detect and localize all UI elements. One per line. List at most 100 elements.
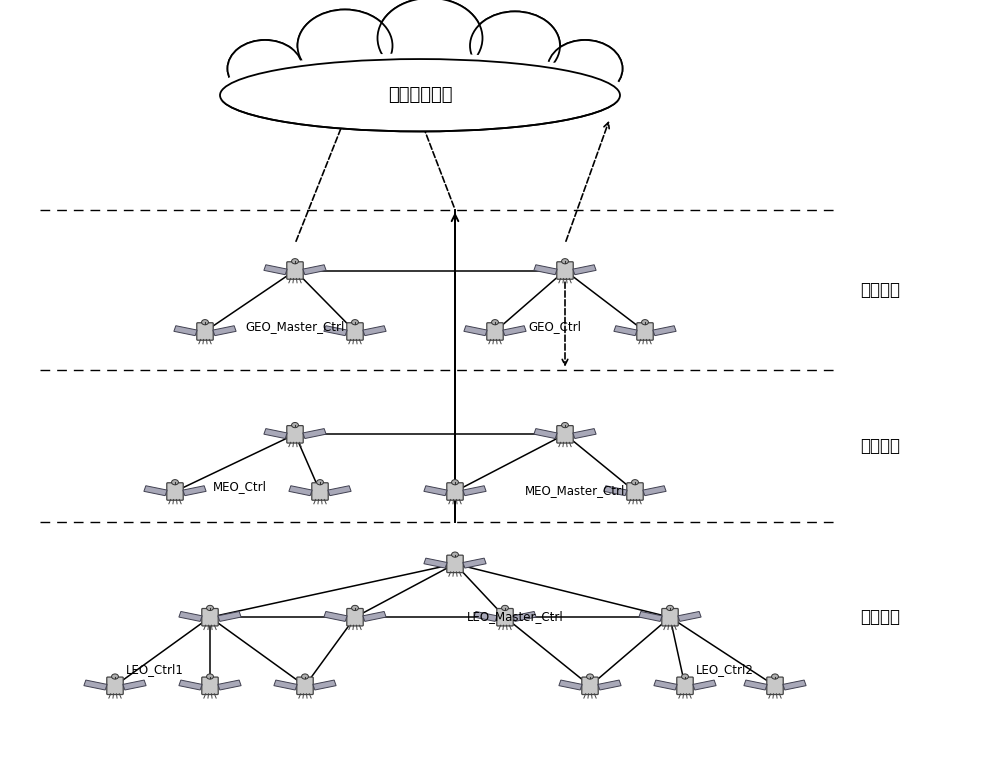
- Circle shape: [667, 605, 673, 610]
- Circle shape: [292, 422, 298, 427]
- FancyBboxPatch shape: [424, 485, 447, 496]
- Circle shape: [562, 258, 568, 264]
- FancyBboxPatch shape: [202, 609, 218, 626]
- Text: GEO_Ctrl: GEO_Ctrl: [528, 320, 581, 333]
- FancyBboxPatch shape: [678, 611, 701, 622]
- Ellipse shape: [470, 11, 560, 80]
- Circle shape: [207, 605, 213, 610]
- Text: LEO_Ctrl2: LEO_Ctrl2: [696, 663, 754, 676]
- Text: LEO_Ctrl1: LEO_Ctrl1: [126, 663, 184, 676]
- Circle shape: [562, 422, 568, 427]
- FancyBboxPatch shape: [447, 555, 463, 572]
- Ellipse shape: [378, 0, 482, 78]
- FancyBboxPatch shape: [363, 611, 386, 622]
- FancyBboxPatch shape: [604, 485, 627, 496]
- Circle shape: [292, 258, 298, 264]
- FancyBboxPatch shape: [144, 485, 167, 496]
- FancyBboxPatch shape: [463, 485, 486, 496]
- FancyBboxPatch shape: [324, 611, 347, 622]
- Text: GEO_Master_Ctrl: GEO_Master_Ctrl: [245, 320, 345, 333]
- FancyBboxPatch shape: [573, 264, 596, 275]
- Ellipse shape: [228, 40, 302, 98]
- FancyBboxPatch shape: [179, 611, 202, 622]
- Ellipse shape: [470, 11, 560, 80]
- FancyBboxPatch shape: [654, 680, 677, 690]
- Circle shape: [492, 319, 498, 325]
- Circle shape: [317, 479, 323, 485]
- Text: 低轨卫星: 低轨卫星: [860, 608, 900, 626]
- FancyBboxPatch shape: [218, 680, 241, 690]
- FancyBboxPatch shape: [598, 680, 621, 690]
- FancyBboxPatch shape: [218, 611, 241, 622]
- Text: MEO_Ctrl: MEO_Ctrl: [213, 480, 267, 493]
- FancyBboxPatch shape: [693, 680, 716, 690]
- FancyBboxPatch shape: [463, 558, 486, 568]
- Circle shape: [587, 674, 593, 679]
- FancyBboxPatch shape: [557, 262, 573, 279]
- Ellipse shape: [378, 0, 482, 78]
- FancyBboxPatch shape: [559, 680, 582, 690]
- Circle shape: [642, 319, 648, 325]
- Text: 高轨卫星: 高轨卫星: [860, 280, 900, 299]
- Ellipse shape: [230, 40, 610, 105]
- FancyBboxPatch shape: [289, 485, 312, 496]
- FancyBboxPatch shape: [557, 426, 573, 443]
- FancyBboxPatch shape: [174, 325, 197, 336]
- FancyBboxPatch shape: [573, 428, 596, 439]
- Circle shape: [632, 479, 638, 485]
- FancyBboxPatch shape: [513, 611, 536, 622]
- Circle shape: [352, 319, 358, 325]
- Ellipse shape: [220, 59, 620, 132]
- FancyBboxPatch shape: [202, 677, 218, 694]
- Circle shape: [302, 674, 308, 679]
- FancyBboxPatch shape: [767, 677, 783, 694]
- Text: LEO_Master_Ctrl: LEO_Master_Ctrl: [467, 610, 563, 623]
- FancyBboxPatch shape: [303, 264, 326, 275]
- Circle shape: [352, 605, 358, 610]
- FancyBboxPatch shape: [297, 677, 313, 694]
- Ellipse shape: [548, 40, 622, 98]
- FancyBboxPatch shape: [662, 609, 678, 626]
- FancyBboxPatch shape: [464, 325, 487, 336]
- FancyBboxPatch shape: [197, 323, 213, 340]
- FancyBboxPatch shape: [123, 680, 146, 690]
- FancyBboxPatch shape: [312, 483, 328, 500]
- FancyBboxPatch shape: [287, 426, 303, 443]
- Ellipse shape: [228, 40, 302, 98]
- Ellipse shape: [298, 10, 392, 82]
- FancyBboxPatch shape: [424, 558, 447, 568]
- Circle shape: [112, 674, 118, 679]
- FancyBboxPatch shape: [179, 680, 202, 690]
- FancyBboxPatch shape: [324, 325, 347, 336]
- Ellipse shape: [548, 40, 622, 98]
- FancyBboxPatch shape: [503, 325, 526, 336]
- FancyBboxPatch shape: [274, 680, 297, 690]
- FancyBboxPatch shape: [474, 611, 497, 622]
- Circle shape: [452, 479, 458, 485]
- FancyBboxPatch shape: [264, 264, 287, 275]
- FancyBboxPatch shape: [347, 609, 363, 626]
- FancyBboxPatch shape: [497, 609, 513, 626]
- Ellipse shape: [220, 59, 620, 132]
- Text: MEO_Master_Ctrl: MEO_Master_Ctrl: [525, 484, 625, 497]
- FancyBboxPatch shape: [303, 428, 326, 439]
- Ellipse shape: [298, 10, 392, 82]
- FancyBboxPatch shape: [264, 428, 287, 439]
- FancyBboxPatch shape: [643, 485, 666, 496]
- FancyBboxPatch shape: [313, 680, 336, 690]
- FancyBboxPatch shape: [363, 325, 386, 336]
- FancyBboxPatch shape: [783, 680, 806, 690]
- FancyBboxPatch shape: [328, 485, 351, 496]
- FancyBboxPatch shape: [677, 677, 693, 694]
- FancyBboxPatch shape: [637, 323, 653, 340]
- Ellipse shape: [215, 53, 625, 130]
- FancyBboxPatch shape: [84, 680, 107, 690]
- FancyBboxPatch shape: [639, 611, 662, 622]
- FancyBboxPatch shape: [534, 428, 557, 439]
- Circle shape: [682, 674, 688, 679]
- Circle shape: [202, 319, 208, 325]
- FancyBboxPatch shape: [487, 323, 503, 340]
- Text: 事件传播系统: 事件传播系统: [388, 86, 452, 104]
- FancyBboxPatch shape: [287, 262, 303, 279]
- FancyBboxPatch shape: [447, 483, 463, 500]
